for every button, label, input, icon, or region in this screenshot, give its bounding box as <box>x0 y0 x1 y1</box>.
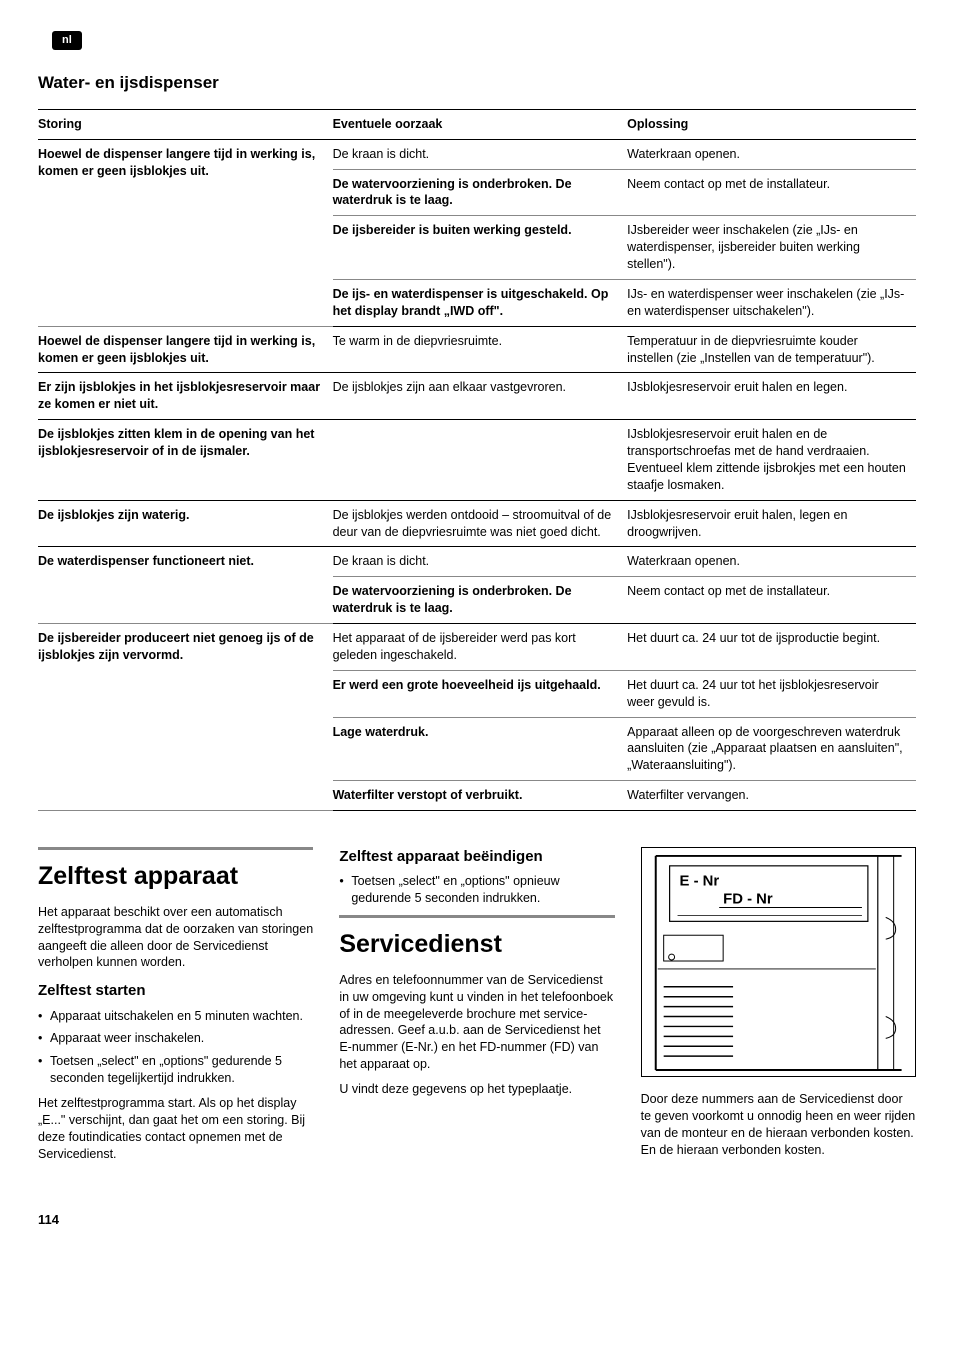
table-solution-cell: IJsblokjesreservoir eruit halen en de tr… <box>627 420 916 501</box>
table-solution-cell: Waterkraan openen. <box>627 547 916 577</box>
table-cause-cell: Het apparaat of de ijsbereider werd pas … <box>333 624 628 671</box>
list-item: Toetsen „select" en „options" opnieuw ge… <box>339 873 614 907</box>
table-cause-cell: De watervoorziening is onderbroken. De w… <box>333 577 628 624</box>
section-title: Water- en ijsdispenser <box>38 72 916 95</box>
table-cause-cell: De ijsblokjes zijn aan elkaar vastgevror… <box>333 373 628 420</box>
table-problem-cell: De waterdispenser functioneert niet. <box>38 547 333 624</box>
list-item: Toetsen „select" en „options" gedurende … <box>38 1053 313 1087</box>
table-solution-cell: Waterkraan openen. <box>627 139 916 169</box>
table-solution-cell: Temperatuur in de diepvriesruimte kouder… <box>627 326 916 373</box>
table-cause-cell: De ijsblokjes werden ontdooid – stroomui… <box>333 500 628 547</box>
service-p2: U vindt deze gegevens op het typeplaatje… <box>339 1081 614 1098</box>
table-problem-cell: Er zijn ijsblokjes in het ijsblokjesrese… <box>38 373 333 420</box>
table-cause-cell: De ijsbereider is buiten werking gesteld… <box>333 216 628 280</box>
table-problem-cell: De ijsbereider produceert niet genoeg ij… <box>38 624 333 811</box>
table-solution-cell: Apparaat alleen op de voorgeschreven wat… <box>627 717 916 781</box>
table-cause-cell: De kraan is dicht. <box>333 547 628 577</box>
service-numbers-note: Door deze nummers aan de Servicedienst d… <box>641 1091 916 1159</box>
selftest-end-list: Toetsen „select" en „options" opnieuw ge… <box>339 873 614 907</box>
troubleshooting-table: Storing Eventuele oorzaak Oplossing Hoew… <box>38 109 916 811</box>
page-number: 114 <box>38 1211 916 1229</box>
table-solution-cell: Het duurt ca. 24 uur tot de ijsproductie… <box>627 624 916 671</box>
table-solution-cell: IJsblokjesreservoir eruit halen en legen… <box>627 373 916 420</box>
section-rule <box>339 915 614 918</box>
selftest-start-heading: Zelftest starten <box>38 981 313 1001</box>
table-solution-cell: IJsblokjesreservoir eruit halen, legen e… <box>627 500 916 547</box>
column-2: Zelftest apparaat beëindigen Toetsen „se… <box>339 847 614 1171</box>
type-plate-diagram: E - Nr FD - Nr <box>641 847 916 1077</box>
table-solution-cell: IJs- en waterdispenser weer inschakelen … <box>627 279 916 326</box>
table-cause-cell: De ijs- en waterdispenser is uitgeschake… <box>333 279 628 326</box>
table-solution-cell: Neem contact op met de installateur. <box>627 577 916 624</box>
table-cause-cell: Waterfilter verstopt of verbruikt. <box>333 781 628 811</box>
table-problem-cell: De ijsblokjes zijn waterig. <box>38 500 333 547</box>
column-3: E - Nr FD - Nr <box>641 847 916 1171</box>
table-solution-cell: Neem contact op met de installateur. <box>627 169 916 216</box>
table-cause-cell: Lage waterdruk. <box>333 717 628 781</box>
col-header-solution: Oplossing <box>627 109 916 139</box>
list-item: Apparaat uitschakelen en 5 minuten wacht… <box>38 1008 313 1025</box>
service-p1: Adres en telefoonnummer van de Servicedi… <box>339 972 614 1073</box>
service-heading: Servicedienst <box>339 928 614 962</box>
section-rule <box>38 847 313 850</box>
table-problem-cell: Hoewel de dispenser langere tijd in werk… <box>38 326 333 373</box>
language-tag: nl <box>52 31 82 50</box>
list-item: Apparaat weer inschakelen. <box>38 1030 313 1047</box>
diagram-e-label: E - Nr <box>679 874 719 890</box>
table-solution-cell: Waterfilter vervangen. <box>627 781 916 811</box>
table-cause-cell: De watervoorziening is onderbroken. De w… <box>333 169 628 216</box>
selftest-intro: Het apparaat beschikt over een automatis… <box>38 904 313 972</box>
diagram-fd-label: FD - Nr <box>723 892 773 908</box>
selftest-after-text: Het zelftestprogramma start. Als op het … <box>38 1095 313 1163</box>
table-solution-cell: IJsbereider weer inschakelen (zie „IJs- … <box>627 216 916 280</box>
table-cause-cell: Te warm in de diepvriesruimte. <box>333 326 628 373</box>
table-solution-cell: Het duurt ca. 24 uur tot het ijsblokjesr… <box>627 670 916 717</box>
col-header-cause: Eventuele oorzaak <box>333 109 628 139</box>
selftest-start-list: Apparaat uitschakelen en 5 minuten wacht… <box>38 1008 313 1088</box>
selftest-heading: Zelftest apparaat <box>38 860 313 894</box>
table-problem-cell: Hoewel de dispenser langere tijd in werk… <box>38 139 333 326</box>
col-header-problem: Storing <box>38 109 333 139</box>
column-1: Zelftest apparaat Het apparaat beschikt … <box>38 847 313 1171</box>
table-cause-cell <box>333 420 628 501</box>
table-problem-cell: De ijsblokjes zitten klem in de opening … <box>38 420 333 501</box>
selftest-end-heading: Zelftest apparaat beëindigen <box>339 847 614 867</box>
table-cause-cell: De kraan is dicht. <box>333 139 628 169</box>
table-cause-cell: Er werd een grote hoeveelheid ijs uitgeh… <box>333 670 628 717</box>
